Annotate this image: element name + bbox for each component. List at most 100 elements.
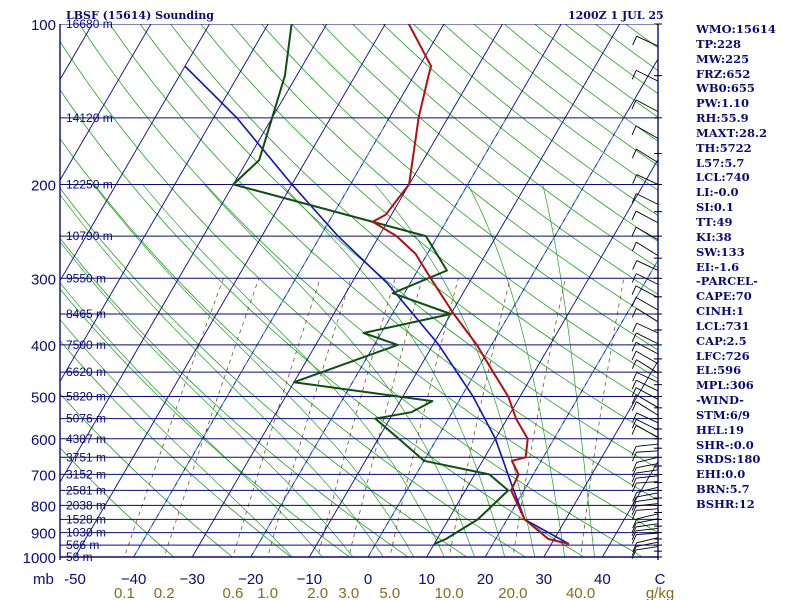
- index-row: WB0:655: [696, 81, 755, 96]
- height-label: 8465 m: [66, 307, 106, 321]
- index-row: -WIND-: [696, 393, 744, 408]
- height-label: 9550 m: [66, 271, 106, 285]
- wind-barb-staff: [636, 475, 659, 479]
- index-row: BRN:5.7: [696, 482, 750, 497]
- pressure-tick-label: 1000: [23, 550, 56, 567]
- mixing-ratio-line: [389, 278, 459, 557]
- temperature-tick-label: 0: [364, 571, 372, 588]
- wind-barb-flag: [631, 210, 637, 221]
- dry-adiabat: [60, 137, 527, 557]
- wind-barb-staff: [635, 497, 659, 503]
- wind-barb-flag: [631, 401, 637, 411]
- wind-barb-flag: [631, 226, 637, 237]
- height-label: 14120 m: [66, 111, 113, 125]
- isotherm: [308, 24, 621, 557]
- height-label: 10790 m: [66, 229, 113, 243]
- height-label: 5820 m: [66, 390, 106, 404]
- dry-adiabat: [60, 447, 175, 557]
- isotherm: [191, 24, 503, 557]
- dry-adiabat: [60, 288, 351, 557]
- index-row: LCL:740: [696, 170, 750, 185]
- wind-barb-flag: [632, 412, 638, 423]
- wind-barb-flag: [631, 522, 637, 533]
- wind-barb-flag: [631, 425, 637, 435]
- wind-barb-staff: [635, 523, 659, 528]
- wind-barb-staff: [636, 450, 659, 453]
- index-row: BSHR:12: [696, 497, 755, 511]
- wind-barb-staff: [636, 541, 659, 547]
- wind-barb-flag: [631, 99, 637, 110]
- temperature-tick-label: −10: [297, 571, 322, 588]
- wind-barb-flag: [632, 462, 638, 472]
- wind-barb-flag: [632, 372, 638, 382]
- temperature-trace: [371, 24, 570, 545]
- height-label: 3751 m: [66, 450, 106, 464]
- wind-barb-flag: [632, 260, 638, 270]
- isotherm: [60, 24, 269, 383]
- wind-barb-staff: [635, 387, 659, 400]
- dry-adiabat: [139, 24, 658, 470]
- wind-barb-flag: [631, 308, 637, 318]
- dry-adiabat: [352, 24, 658, 269]
- height-label: 566 m: [66, 538, 99, 552]
- pressure-tick-label: 500: [31, 390, 56, 407]
- wind-barb-flag: [632, 518, 638, 529]
- wind-barb-staff: [636, 148, 659, 163]
- dry-adiabat: [200, 24, 658, 409]
- index-row: LFC:726: [696, 348, 750, 363]
- moist-adiabat: [60, 319, 293, 557]
- wind-barb-flag: [631, 241, 637, 252]
- index-row: L57:5.7: [696, 155, 745, 170]
- wind-barb-flag: [631, 501, 637, 511]
- temperature-tick-label: 10: [418, 571, 435, 588]
- index-row: CINH:1: [696, 304, 745, 319]
- wind-barb-staff: [636, 193, 659, 205]
- index-row: MAXT:28.2: [696, 125, 767, 140]
- chart-title-right: 1200Z 1 JUL 25: [568, 9, 664, 22]
- index-row: TP:228: [696, 36, 742, 51]
- index-row: CAPE:70: [696, 289, 752, 304]
- pressure-tick-label: 100: [31, 17, 56, 34]
- wind-barb-flag: [631, 452, 637, 462]
- index-row: MW:225: [696, 51, 750, 66]
- wind-barb-staff: [636, 508, 659, 511]
- wind-barb-staff: [635, 469, 659, 474]
- wind-barb-staff: [636, 486, 659, 493]
- wind-barb-flag: [631, 505, 637, 516]
- height-label: 1030 m: [66, 526, 106, 540]
- mixing-ratio-tick-label: 0.2: [154, 585, 175, 600]
- index-row: STM:6/9: [696, 407, 751, 422]
- wind-barb-flag: [631, 496, 637, 507]
- dry-adiabat: [60, 237, 409, 557]
- wind-barb-flag: [631, 510, 637, 520]
- wind-barb-staff: [636, 463, 659, 469]
- moist-adiabat: [60, 194, 384, 557]
- isotherm: [367, 58, 658, 557]
- index-row: SI:0.1: [696, 200, 734, 215]
- index-row: LCL:731: [696, 318, 750, 333]
- dry-adiabat: [78, 24, 658, 534]
- isotherm: [543, 359, 658, 557]
- wind-barb-flag: [631, 472, 637, 483]
- height-label: 1528 m: [66, 512, 106, 526]
- mixing-ratio-line: [448, 278, 511, 557]
- wind-barb-flag: [631, 446, 637, 456]
- wind-barb-staff: [635, 285, 659, 298]
- height-label: 2038 m: [66, 498, 106, 512]
- index-row: LI:-0.0: [696, 185, 739, 200]
- mixing-ratio-line: [317, 278, 396, 557]
- isotherm: [60, 24, 152, 182]
- wind-barb-staff: [636, 492, 659, 498]
- index-row: EL:596: [696, 363, 742, 378]
- wind-barb-flag: [632, 174, 638, 184]
- wind-barb-flag: [631, 193, 637, 203]
- wind-barb-flag: [631, 379, 637, 390]
- wind-barb-staff: [636, 379, 659, 392]
- wind-barb-staff: [635, 350, 659, 365]
- index-row: SHR-:0.0: [696, 437, 754, 452]
- isotherm: [60, 24, 210, 282]
- wind-barb-flag: [631, 273, 637, 283]
- mixing-ratio-tick-label: 0.6: [223, 585, 244, 600]
